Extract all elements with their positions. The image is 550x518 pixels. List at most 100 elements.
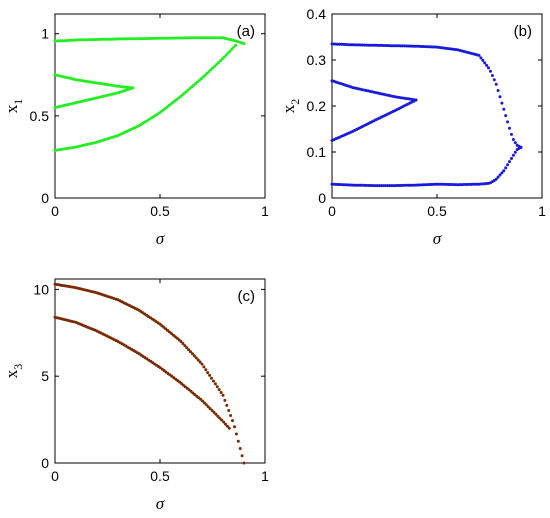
data-point (502, 107, 506, 111)
data-point (185, 346, 189, 350)
y-tick-label: 0 (318, 190, 326, 206)
data-point (221, 393, 225, 397)
plot-frame (331, 13, 543, 199)
data-point (500, 101, 504, 105)
y-tick-label: 0 (41, 190, 49, 206)
x-tick-label: 0 (51, 468, 59, 484)
data-point (234, 432, 238, 436)
data-point (513, 141, 517, 145)
data-point (210, 376, 213, 380)
data-point (485, 63, 489, 67)
data-point (494, 177, 498, 181)
data-point (506, 163, 510, 167)
branch-3 (330, 98, 418, 142)
data-point (191, 352, 194, 356)
data-point (204, 368, 208, 372)
data-point (223, 398, 227, 402)
data-point (198, 360, 202, 364)
data-point (212, 410, 216, 414)
plot-frame (54, 278, 266, 464)
data-point (202, 365, 206, 369)
data-point (187, 348, 191, 352)
y-axis-label-subscript: 1 (11, 99, 25, 105)
data-point (203, 73, 207, 77)
data-point (513, 150, 517, 154)
data-point (227, 426, 231, 430)
data-point (231, 419, 234, 423)
data-point (519, 145, 523, 149)
y-axis-label: x2 (279, 99, 302, 114)
y-axis-label: x1 (2, 99, 25, 114)
data-point (496, 175, 500, 179)
data-point (238, 447, 242, 450)
data-point (229, 414, 233, 417)
branch-4 (330, 145, 523, 188)
branch-2 (53, 315, 231, 430)
data-point (214, 412, 218, 416)
panel-label: (c) (238, 288, 256, 305)
data-point (192, 354, 196, 358)
data-point (201, 75, 205, 79)
data-point (477, 53, 481, 57)
data-point (206, 371, 210, 375)
x-tick-label: 0 (51, 203, 59, 219)
data-point (504, 166, 508, 170)
data-point (230, 47, 234, 51)
y-tick-label: 5 (41, 368, 49, 384)
data-point (242, 461, 246, 465)
data-point (490, 74, 494, 77)
y-tick-label: 0.2 (307, 98, 327, 114)
data-point (219, 391, 223, 394)
y-axis-label: x3 (2, 364, 25, 379)
branch-2 (330, 79, 418, 102)
data-point (502, 169, 506, 173)
y-tick-label: 0.4 (307, 6, 327, 22)
y-axis-label-main: x (279, 104, 298, 113)
data-point (224, 53, 228, 57)
data-point (479, 56, 483, 60)
y-axis-label-main: x (2, 369, 21, 378)
data-point (200, 362, 204, 366)
data-point (213, 64, 217, 68)
data-point (492, 78, 496, 82)
data-point (233, 425, 236, 429)
x-tick-label: 1 (261, 203, 269, 219)
branch-2 (53, 73, 135, 90)
data-point (508, 160, 511, 164)
data-point (228, 49, 232, 53)
data-point (212, 379, 215, 383)
x-tick-label: 0.5 (427, 203, 447, 219)
branch-3 (53, 86, 135, 110)
y-tick-label: 0 (41, 455, 49, 471)
data-point (222, 55, 226, 59)
data-point (215, 385, 219, 389)
data-point (225, 403, 229, 407)
x-tick-label: 0 (328, 203, 336, 219)
data-point (483, 61, 487, 65)
data-point (498, 173, 502, 177)
data-point (489, 69, 492, 73)
data-point (181, 342, 185, 345)
x-axis-label: σ (156, 229, 165, 248)
x-axis-label: σ (156, 494, 165, 513)
data-point (504, 114, 508, 118)
data-point (196, 358, 200, 362)
x-tick-label: 1 (261, 468, 269, 484)
data-point (218, 416, 222, 420)
data-point (227, 409, 231, 412)
data-point (498, 95, 502, 99)
data-point (506, 120, 510, 124)
x-tick-label: 1 (538, 203, 546, 219)
data-point (194, 356, 198, 360)
data-point (236, 439, 240, 443)
data-point (179, 340, 183, 343)
data-point (216, 414, 220, 418)
data-point (496, 89, 500, 92)
data-point (500, 171, 504, 175)
data-point (511, 138, 515, 141)
data-point (205, 71, 209, 75)
data-point (220, 418, 224, 422)
data-point (511, 153, 515, 157)
data-point (202, 401, 206, 405)
